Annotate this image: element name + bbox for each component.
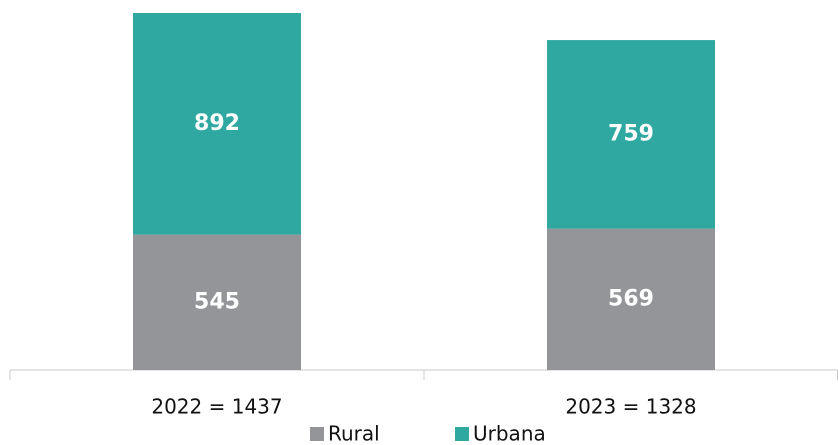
- bar-segment: [133, 234, 301, 370]
- legend-label: Rural: [328, 422, 380, 445]
- value-label: 759: [608, 121, 654, 146]
- x-tick-label: 2022 = 1437: [151, 395, 282, 419]
- bar-segment: [547, 228, 715, 370]
- x-tick-label: 2023 = 1328: [565, 395, 696, 419]
- bar-segment: [133, 13, 301, 235]
- value-label: 545: [194, 289, 240, 314]
- bar-segment: [547, 40, 715, 229]
- legend-swatch: [310, 427, 324, 441]
- value-label: 892: [194, 111, 240, 136]
- value-label: 569: [608, 286, 654, 311]
- legend-swatch: [455, 427, 469, 441]
- legend-label: Urbana: [473, 422, 546, 445]
